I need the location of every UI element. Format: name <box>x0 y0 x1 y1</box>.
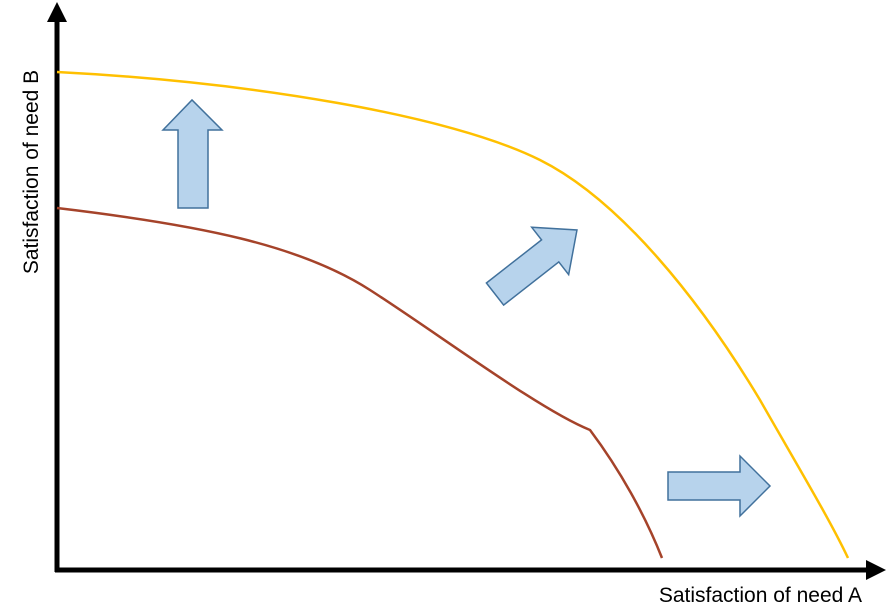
up-arrow <box>161 98 224 209</box>
diagonal-arrow <box>485 226 578 307</box>
y-axis-label: Satisfaction of need B <box>20 70 43 274</box>
x-axis-label: Satisfaction of need A <box>659 584 862 607</box>
right-arrow <box>667 454 772 518</box>
outer-frontier <box>56 70 850 559</box>
inner-frontier <box>56 206 664 559</box>
